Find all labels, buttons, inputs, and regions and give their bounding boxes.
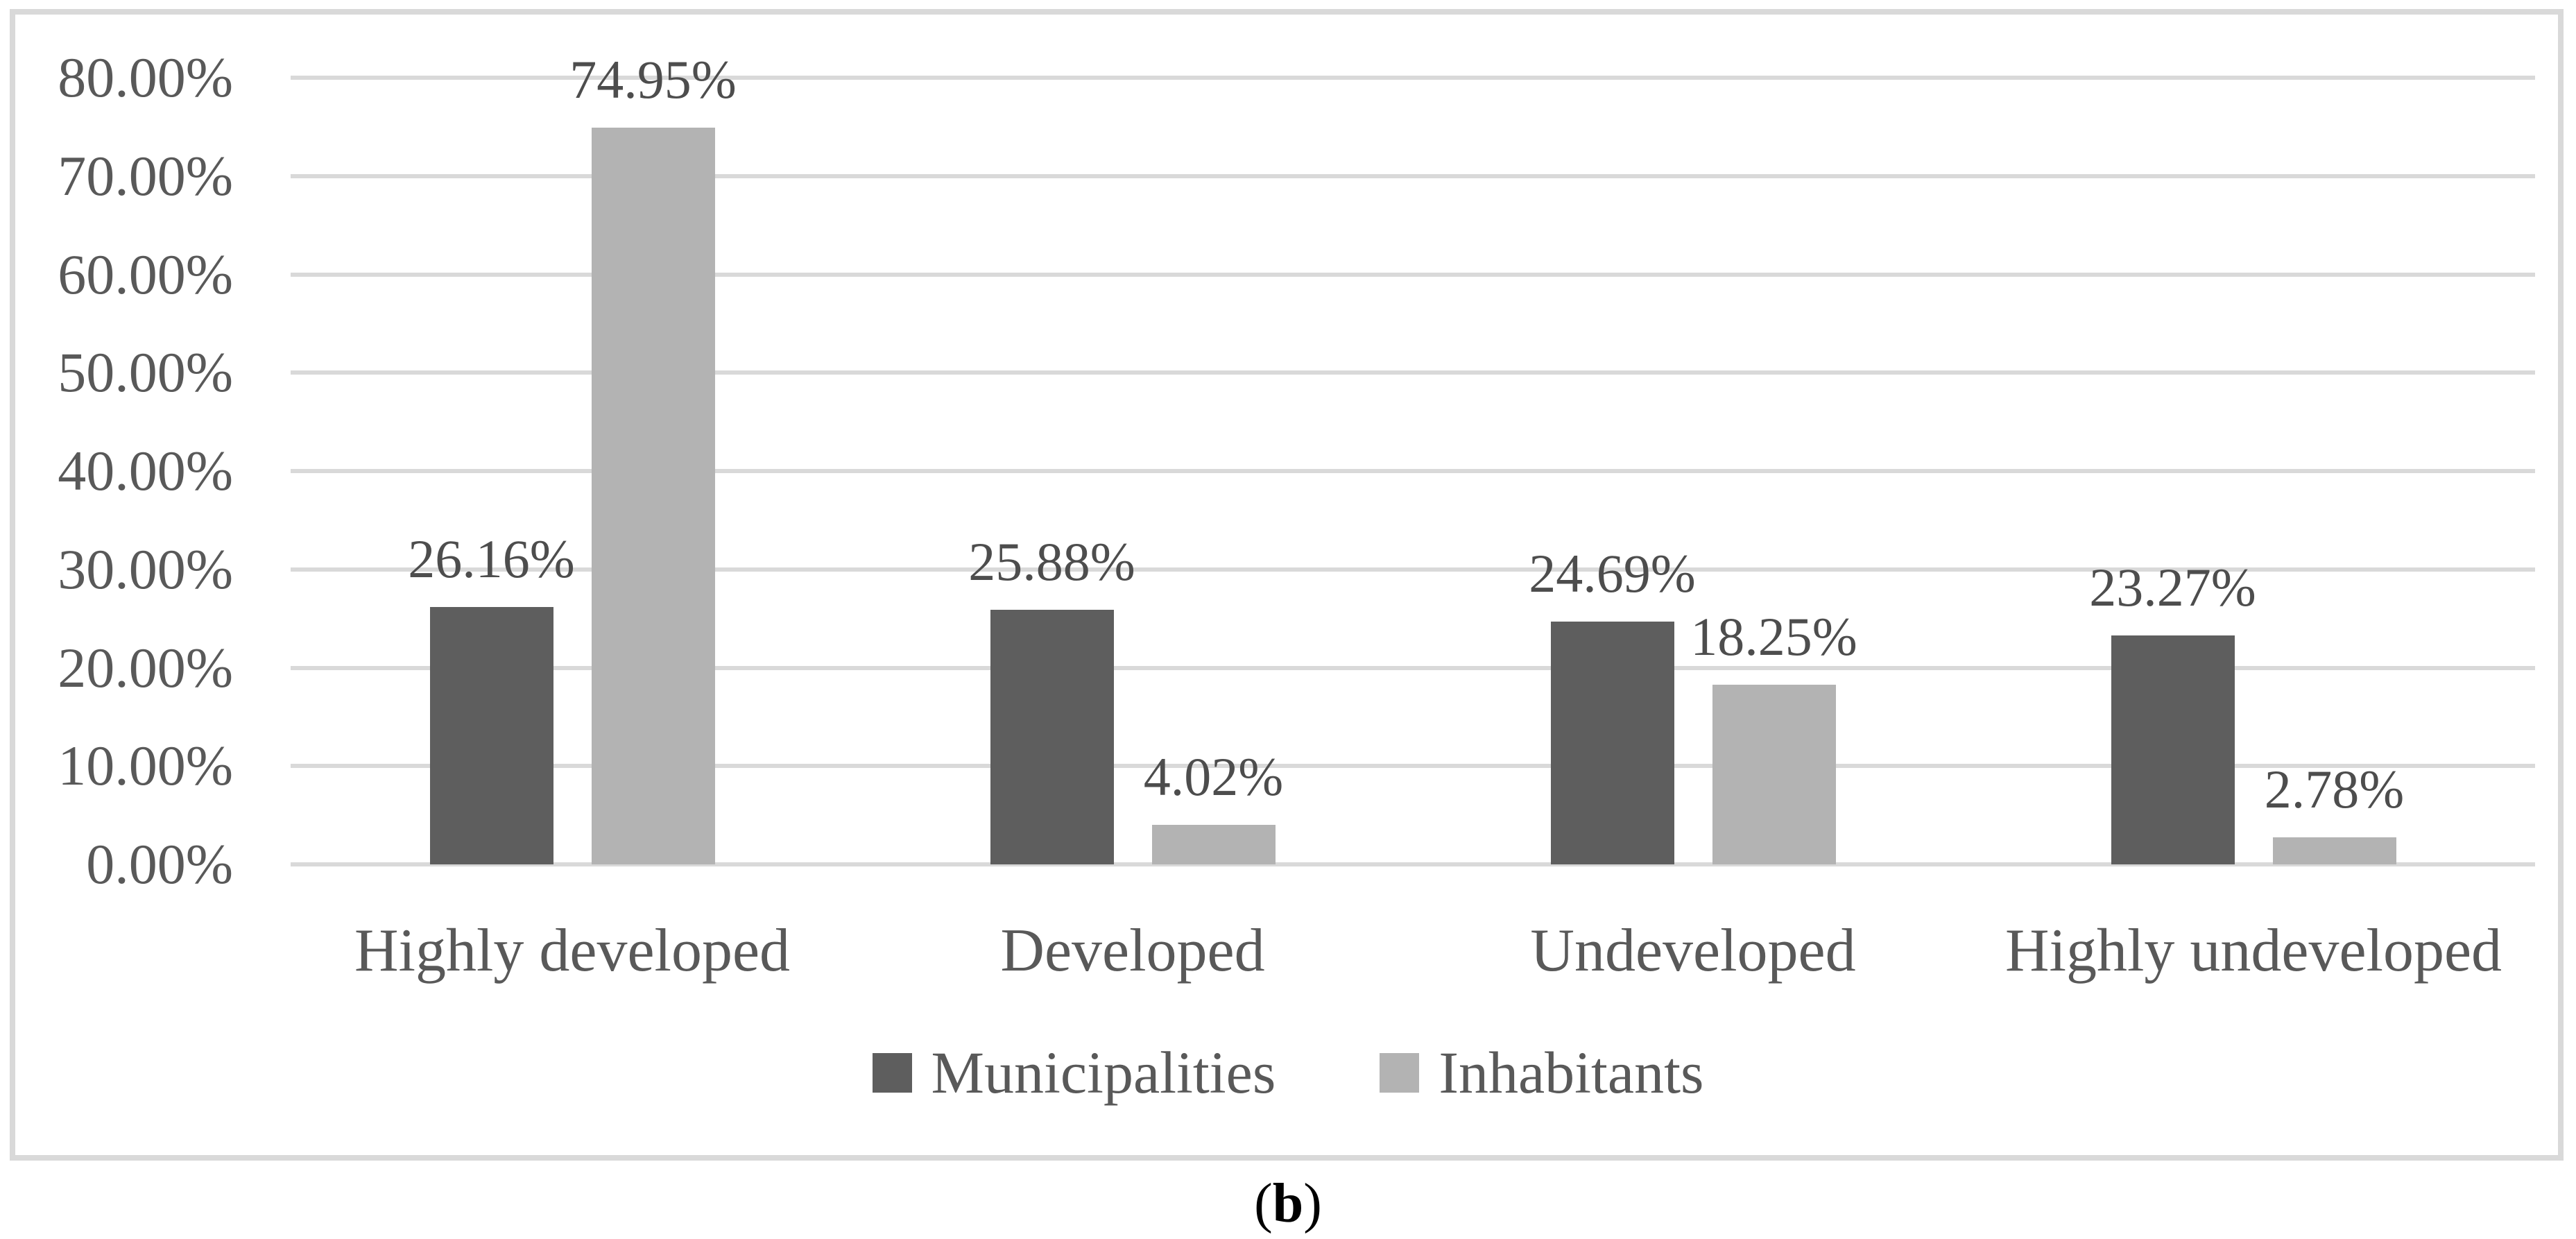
y-axis-tick-label: 0.00% (86, 832, 233, 896)
legend-swatch-municipalities (872, 1052, 912, 1093)
gridline (291, 173, 2535, 178)
legend-swatch-inhabitants (1380, 1052, 1420, 1093)
gridline (291, 76, 2535, 80)
legend-label-inhabitants: Inhabitants (1439, 1039, 1704, 1106)
category-label: Highly developed (354, 917, 791, 984)
category-label: Undeveloped (1530, 917, 1856, 984)
caption-letter: b (1272, 1173, 1304, 1234)
bar-municipalities (429, 607, 553, 864)
caption-close-paren: ) (1303, 1173, 1322, 1234)
legend-item-municipalities: Municipalities (872, 1039, 1276, 1106)
data-label-municipalities: 26.16% (408, 529, 575, 589)
bar-municipalities (2111, 635, 2235, 864)
bar-municipalities (990, 610, 1114, 864)
data-label-inhabitants: 4.02% (1143, 746, 1284, 807)
gridline (291, 862, 2535, 866)
figure-caption: (b) (0, 1174, 2576, 1233)
chart-area-frame (10, 9, 2564, 1161)
gridline (291, 272, 2535, 277)
legend: Municipalities Inhabitants (0, 1029, 2576, 1116)
y-axis-tick-label: 40.00% (58, 439, 233, 502)
bar-inhabitants (2272, 837, 2396, 864)
bar-municipalities (1550, 622, 1674, 864)
data-label-inhabitants: 2.78% (2264, 759, 2405, 819)
y-axis-tick-label: 30.00% (58, 537, 233, 601)
data-label-municipalities: 25.88% (968, 531, 1135, 592)
gridline (291, 567, 2535, 572)
y-axis-tick-label: 50.00% (58, 341, 233, 404)
gridline (291, 764, 2535, 769)
category-label: Developed (1000, 917, 1265, 984)
bar-inhabitants (591, 128, 715, 864)
bar-inhabitants (1151, 825, 1276, 864)
y-axis-tick-label: 60.00% (58, 242, 233, 306)
legend-item-inhabitants: Inhabitants (1380, 1041, 1703, 1104)
y-axis-tick-label: 80.00% (58, 46, 233, 109)
data-label-inhabitants: 18.25% (1690, 606, 1857, 667)
gridline (291, 370, 2535, 375)
y-axis-tick-label: 10.00% (58, 734, 233, 798)
caption-open-paren: ( (1254, 1173, 1273, 1234)
y-axis-tick-label: 70.00% (58, 144, 233, 207)
y-axis-tick-label: 20.00% (58, 635, 233, 699)
gridline (291, 469, 2535, 473)
category-label: Highly undeveloped (2004, 917, 2502, 984)
gridline (291, 665, 2535, 670)
data-label-inhabitants: 74.95% (569, 49, 737, 110)
data-label-municipalities: 23.27% (2089, 557, 2256, 617)
legend-label-municipalities: Municipalities (931, 1039, 1276, 1106)
bar-inhabitants (1712, 685, 1836, 864)
data-label-municipalities: 24.69% (1529, 543, 1696, 604)
